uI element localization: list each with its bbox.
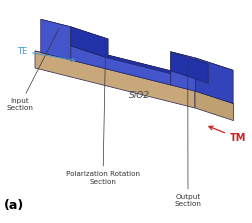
Polygon shape [170, 52, 207, 83]
Text: TM: TM [208, 126, 245, 143]
Polygon shape [170, 52, 195, 91]
Text: Output
Section: Output Section [174, 59, 201, 207]
Text: Si: Si [128, 46, 139, 56]
Polygon shape [194, 91, 233, 121]
Polygon shape [195, 58, 232, 103]
Polygon shape [71, 46, 207, 83]
Polygon shape [35, 51, 194, 108]
Polygon shape [41, 19, 108, 39]
Text: Polarization Rotation
Section: Polarization Rotation Section [66, 38, 139, 184]
Text: Input
Section: Input Section [7, 28, 59, 112]
Polygon shape [71, 46, 170, 85]
Polygon shape [71, 27, 108, 58]
Text: TE: TE [17, 47, 75, 62]
Text: SiO2: SiO2 [129, 91, 150, 100]
Polygon shape [41, 19, 71, 60]
Polygon shape [35, 51, 233, 103]
Polygon shape [170, 52, 232, 70]
Text: (a): (a) [4, 198, 24, 211]
